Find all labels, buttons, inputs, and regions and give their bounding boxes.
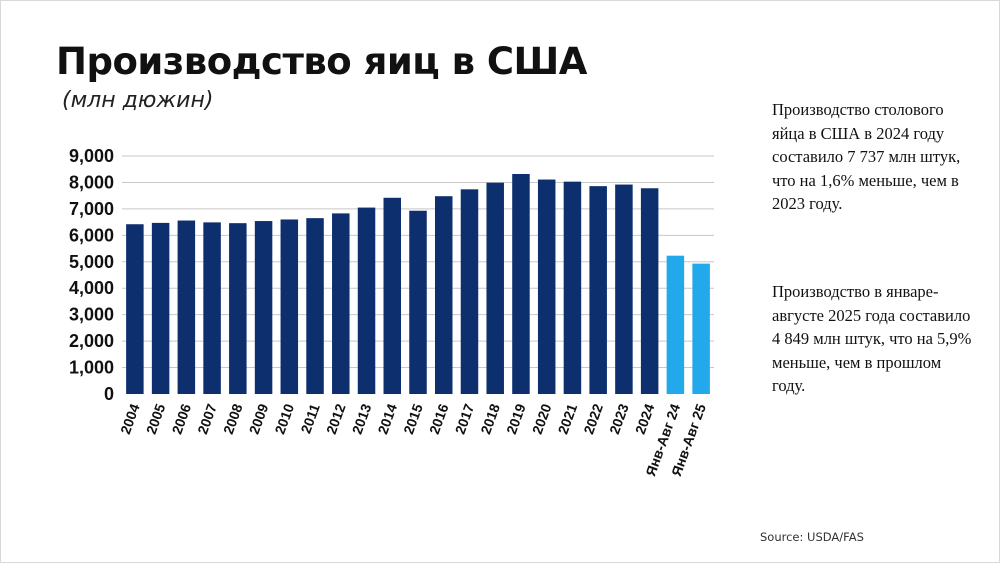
bar xyxy=(203,222,221,394)
bar xyxy=(640,188,659,394)
x-category-label: 2008 xyxy=(220,401,246,436)
bar xyxy=(254,221,273,394)
x-category-label: 2009 xyxy=(246,401,272,436)
x-category-label: 2010 xyxy=(271,401,297,436)
slide-title: Производство яиц в США xyxy=(56,40,587,83)
summary-text-2025: Производство в январе-августе 2025 года … xyxy=(772,282,972,395)
x-category-label: 2019 xyxy=(503,401,529,436)
bar xyxy=(537,179,556,394)
y-tick-label: 1,000 xyxy=(69,358,114,378)
y-tick-label: 4,000 xyxy=(69,278,114,298)
x-category-label: 2017 xyxy=(452,401,478,436)
x-category-label: 2004 xyxy=(117,401,143,436)
x-category-label: 2021 xyxy=(555,401,581,436)
x-category-label: 2013 xyxy=(349,401,375,436)
x-category-label: 2015 xyxy=(400,401,426,436)
bar xyxy=(229,223,247,394)
x-category-label: 2024 xyxy=(632,401,658,436)
x-category-label: 2011 xyxy=(297,401,322,435)
bar xyxy=(615,184,633,394)
x-category-label: 2016 xyxy=(426,401,452,436)
y-tick-label: 0 xyxy=(104,384,114,404)
chart-bars xyxy=(126,173,710,394)
x-category-label: 2022 xyxy=(580,401,606,436)
bar xyxy=(460,189,479,394)
bar xyxy=(692,263,710,394)
y-tick-label: 7,000 xyxy=(69,199,114,219)
bar xyxy=(589,186,607,394)
bar xyxy=(280,219,299,394)
x-category-label: 2023 xyxy=(606,401,632,436)
summary-text-2024: Производство столового яйца в США в 2024… xyxy=(772,100,961,213)
x-category-label: 2006 xyxy=(168,401,194,436)
bar xyxy=(563,181,582,394)
y-axis-tick-labels: 0 1,000 2,000 3,000 4,000 5,000 6,000 7,000 8,00… xyxy=(69,146,114,404)
bar xyxy=(306,218,324,394)
bar xyxy=(177,220,196,394)
bar xyxy=(126,224,144,394)
y-tick-label: 5,000 xyxy=(69,252,114,272)
x-category-label: 2018 xyxy=(477,401,503,436)
bar xyxy=(486,182,504,394)
y-tick-label: 6,000 xyxy=(69,225,114,245)
x-category-label: 2005 xyxy=(143,401,169,436)
source-note: Source: USDA/FAS xyxy=(760,530,864,544)
y-tick-label: 8,000 xyxy=(69,172,114,192)
bar xyxy=(357,207,376,394)
bar xyxy=(409,210,427,394)
bar xyxy=(332,213,350,394)
bar xyxy=(151,222,170,394)
x-category-label: 2007 xyxy=(194,401,220,436)
bar xyxy=(512,173,530,394)
y-tick-label: 3,000 xyxy=(69,305,114,325)
bar xyxy=(383,197,402,394)
y-tick-label: 9,000 xyxy=(69,146,114,166)
x-category-label: 2012 xyxy=(323,401,349,436)
slide-subtitle: (млн дюжин) xyxy=(62,88,214,113)
x-axis-category-labels: 2004 2005 2006 2007 2008 2009 2010 2011 2012 2013… xyxy=(117,401,709,478)
x-category-label: 2014 xyxy=(374,401,400,436)
y-tick-label: 2,000 xyxy=(69,331,114,351)
bar xyxy=(666,255,685,394)
bar xyxy=(434,196,453,394)
x-category-label: 2020 xyxy=(529,401,555,436)
